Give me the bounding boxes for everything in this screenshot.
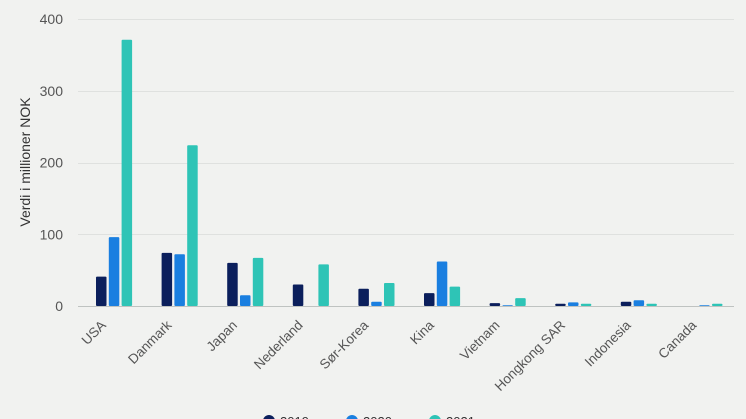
bar-2019-hongkong-sar[interactable] <box>555 303 566 306</box>
x-category-label: USA <box>79 318 109 348</box>
bar-2019-usa[interactable] <box>96 276 107 306</box>
bar-2021-kina[interactable] <box>449 286 461 306</box>
bar-2021-danmark[interactable] <box>187 145 198 306</box>
legend-item-2019[interactable]: 2019 <box>263 414 309 419</box>
bar-2019-japan[interactable] <box>227 262 238 306</box>
legend-item-2020[interactable]: 2020 <box>346 414 392 419</box>
bar-2021-indonesia[interactable] <box>646 303 657 306</box>
y-tick-label: 100 <box>40 226 64 242</box>
bar-2020-kina[interactable] <box>436 261 448 307</box>
y-axis-ticks: 0 100 200 300 400 <box>40 11 64 314</box>
legend-swatch <box>346 415 358 419</box>
bar-2021-canada[interactable] <box>712 303 723 306</box>
x-category-label: Vietnam <box>457 318 502 363</box>
bar-2020-hongkong-sar[interactable] <box>568 302 579 306</box>
bar-2021-nederland[interactable] <box>318 264 329 306</box>
x-category-label: Japan <box>203 318 240 355</box>
bar-2021-sør-korea[interactable] <box>384 283 395 306</box>
x-category-label: Nederland <box>251 318 306 373</box>
x-category-label: Kina <box>407 317 437 347</box>
bar-2021-japan[interactable] <box>252 257 264 306</box>
legend[interactable]: 2019 2020 2021 <box>263 414 475 419</box>
bar-2020-sør-korea[interactable] <box>371 301 382 306</box>
bar-2019-vietnam[interactable] <box>489 303 501 306</box>
bar-2021-usa[interactable] <box>121 39 133 307</box>
bar-2021-hongkong-sar[interactable] <box>580 303 592 306</box>
bar-2020-canada[interactable] <box>699 305 710 306</box>
legend-label: 2020 <box>363 414 392 419</box>
bar-2019-indonesia[interactable] <box>620 301 632 306</box>
x-category-label: Hongkong SAR <box>492 317 569 394</box>
bar-2020-japan[interactable] <box>240 295 251 306</box>
bars <box>96 39 723 307</box>
legend-label: 2021 <box>446 414 475 419</box>
bar-2019-danmark[interactable] <box>161 252 173 306</box>
legend-swatch <box>263 415 275 419</box>
legend-item-2021[interactable]: 2021 <box>429 414 475 419</box>
x-category-label: Indonesia <box>582 317 634 369</box>
bar-2020-vietnam[interactable] <box>502 305 513 306</box>
y-axis-title: Verdi i millioner NOK <box>17 97 33 227</box>
legend-swatch <box>429 415 441 419</box>
bar-2021-vietnam[interactable] <box>515 298 526 306</box>
x-axis-categories: USA Danmark Japan Nederland Sør-Korea Kina Vie… <box>79 317 700 394</box>
x-category-label: Sør-Korea <box>317 317 372 372</box>
y-tick-label: 300 <box>40 83 64 99</box>
bar-2019-kina[interactable] <box>424 293 435 306</box>
bar-2020-danmark[interactable] <box>174 254 185 306</box>
x-category-label: Danmark <box>125 317 175 367</box>
bar-2019-sør-korea[interactable] <box>358 288 369 306</box>
bar-2020-usa[interactable] <box>108 237 120 306</box>
y-tick-label: 0 <box>55 298 63 314</box>
bar-2019-nederland[interactable] <box>292 284 304 307</box>
y-tick-label: 400 <box>40 11 64 27</box>
y-tick-label: 200 <box>40 155 64 171</box>
bar-2020-indonesia[interactable] <box>633 300 645 306</box>
legend-label: 2019 <box>280 414 309 419</box>
x-category-label: Canada <box>655 317 699 361</box>
